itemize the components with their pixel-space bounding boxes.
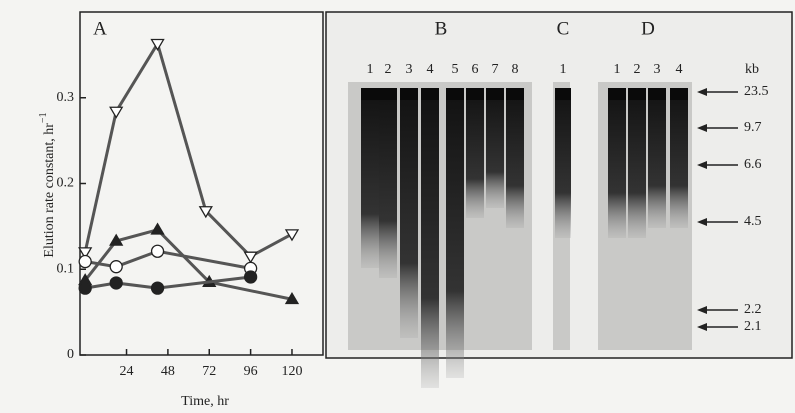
gel-lane-smear [379,88,397,278]
x-axis-label: Time, hr [181,394,229,409]
point [109,233,124,246]
point [284,229,300,242]
marker-size-label: 6.6 [744,157,762,172]
series-line [84,275,251,290]
y-tick-label: 0.3 [57,90,75,105]
point [78,281,92,295]
gel-lane-band [446,88,464,100]
x-tick-label: 96 [244,364,258,379]
y-axis-label-text: Elution rate constant, hr [42,123,57,258]
point [109,260,123,274]
marker-size-label: 4.5 [744,214,762,229]
marker-arrowhead [697,161,707,169]
marker-size-label: 23.5 [744,84,769,99]
lane-number: 8 [512,62,519,77]
x-tick-label: 120 [281,364,302,379]
point [284,291,300,305]
panel-label: A [93,18,107,39]
lane-number: 1 [367,62,374,77]
marker-arrowhead [697,323,707,331]
point [198,206,213,219]
marker-arrowhead [697,306,707,314]
point [150,38,165,52]
point [243,251,258,264]
y-axis-label-sup: −1 [38,112,49,123]
marker-arrowhead [697,218,707,226]
point [109,276,123,290]
x-tick-label: 24 [120,364,134,379]
gel-lane-smear [446,88,464,378]
marker-size-label: 9.7 [744,120,762,135]
gel-lane-smear [421,88,439,388]
gel-lane-band [608,88,626,100]
gel-lane-smear [608,88,626,238]
gel-lane-band [555,88,571,100]
lane-number: 7 [492,62,499,77]
y-tick-label: 0.1 [57,261,75,276]
gel-lane-band [648,88,666,100]
gel-panel-label: B [435,18,448,39]
lane-number: 3 [406,62,413,77]
gel-lane-band [400,88,418,100]
lane-number: 4 [427,62,434,77]
gel-lane-smear [486,88,504,208]
marker-arrowhead [697,124,707,132]
lane-number: 5 [452,62,459,77]
gel-panel-label: D [641,18,655,39]
lane-number: 1 [560,62,567,77]
point [243,270,258,284]
marker-arrowhead [697,88,707,96]
gel-lane-smear [361,88,379,268]
gel-lane-band [506,88,524,100]
point [150,281,165,295]
marker-size-label: 2.1 [744,319,762,334]
gel-lane-smear [400,88,418,338]
point [109,106,124,119]
gel-lane-band [628,88,646,100]
gel-lane-smear [670,88,688,228]
gel-lane-band [361,88,379,100]
gel-lane-smear [648,88,666,228]
x-tick-label: 72 [202,364,216,379]
marker-size-label: 2.2 [744,302,762,317]
x-tick-label: 48 [161,364,175,379]
point [78,254,92,269]
lane-number: 2 [634,62,641,77]
point [78,247,93,260]
lane-number: 1 [614,62,621,77]
gel-lane-band [379,88,397,100]
gel-lane-smear [506,88,524,228]
gel-lane-smear [555,88,571,238]
size-unit: kb [745,62,759,77]
gel-lane-band [670,88,688,100]
lane-number: 2 [385,62,392,77]
gel-panel-label: C [557,18,570,39]
y-tick-label: 0 [67,347,74,362]
gel-lane-smear [628,88,646,238]
y-tick-label: 0.2 [57,176,75,191]
lane-number: 3 [654,62,661,77]
y-axis-label: Elution rate constant, hr−1 [38,112,57,257]
gel-lane-smear [466,88,484,218]
lane-number: 6 [472,62,479,77]
lane-number: 4 [676,62,683,77]
series-line [83,40,293,259]
gel-lane-band [421,88,439,100]
point [150,222,165,235]
point [150,244,165,258]
gel-lane-band [486,88,504,100]
series-line [84,249,251,270]
gel-lane-band [466,88,484,100]
